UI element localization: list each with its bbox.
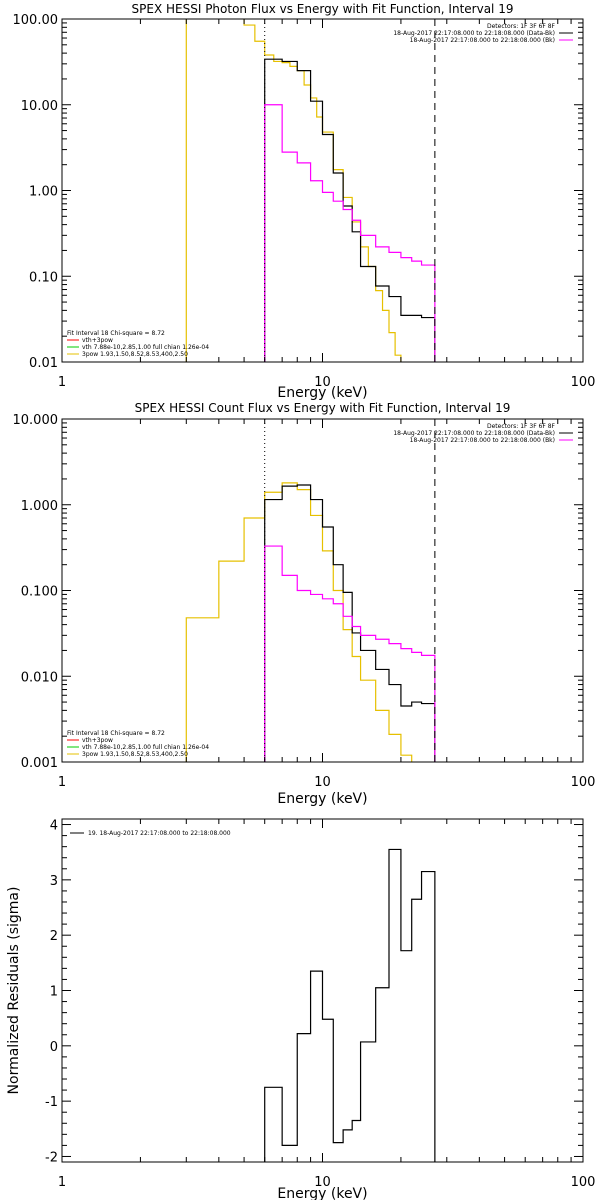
chart-title: SPEX HESSI Count Flux vs Energy with Fit… bbox=[135, 401, 511, 415]
series-group bbox=[264, 848, 436, 1162]
y-axis-label: Normalized Residuals (sigma) bbox=[6, 887, 22, 1095]
y-tick-label: 0.100 bbox=[21, 585, 58, 600]
y-tick-label: 2 bbox=[50, 929, 58, 944]
legend-bottomleft-text: vth 7.88e-10,2.85,1.00 full chian 1.26e-… bbox=[82, 744, 209, 751]
legend-topright-text: 18-Aug-2017 22:17:08.000 to 22:18:08.000… bbox=[393, 430, 555, 437]
series-line-1 bbox=[264, 484, 436, 762]
y-tick-label: 4 bbox=[50, 819, 58, 834]
chart-title: SPEX HESSI Photon Flux vs Energy with Fi… bbox=[132, 2, 514, 16]
x-tick-label: 10 bbox=[314, 1175, 331, 1190]
legend-topright-text: Detectors: 1F 3F 6F 8F bbox=[487, 23, 556, 30]
y-tick-label: 0.001 bbox=[21, 756, 58, 771]
x-tick-label: 10 bbox=[314, 375, 331, 390]
series-line-1 bbox=[264, 58, 436, 362]
y-tick-label: 10.00 bbox=[21, 99, 58, 114]
y-tick-label: 1 bbox=[50, 985, 58, 1000]
y-tick-label: 0 bbox=[50, 1040, 58, 1055]
x-tick-label: 100 bbox=[571, 1175, 596, 1190]
y-tick-label: 1.00 bbox=[29, 185, 58, 200]
y-tick-label: 10.000 bbox=[13, 413, 59, 428]
x-axis-label: Energy (keV) bbox=[277, 791, 367, 807]
x-tick-label: 1 bbox=[58, 775, 66, 790]
legend-topright-text: Detectors: 1F 3F 6F 8F bbox=[487, 423, 556, 430]
legend-bottomleft-text: 3pow 1.93,1.50,8.52,8.53,400,2.50 bbox=[82, 351, 188, 358]
series-line-2 bbox=[264, 545, 436, 762]
x-tick-label: 10 bbox=[314, 775, 331, 790]
y-tick-label: 100.00 bbox=[13, 13, 59, 28]
series-line-0 bbox=[185, 482, 413, 762]
legend-bottomleft-text: vth 7.88e-10,2.85,1.00 full chian 1.26e-… bbox=[82, 344, 209, 351]
photon-flux-panel: SPEX HESSI Photon Flux vs Energy with Fi… bbox=[13, 2, 596, 401]
y-tick-label: -2 bbox=[45, 1150, 58, 1165]
legend-bottomleft-text: vth+3pow bbox=[82, 337, 113, 344]
series-group bbox=[185, 19, 436, 362]
y-tick-label: 0.01 bbox=[29, 356, 58, 371]
y-tick-label: 1.000 bbox=[21, 499, 58, 514]
plot-frame bbox=[61, 418, 584, 763]
legend-topleft-text: 19. 18-Aug-2017 22:17:08.000 to 22:18:08… bbox=[88, 830, 231, 837]
legend-topright-text: 18-Aug-2017 22:17:08.000 to 22:18:08.000… bbox=[410, 437, 555, 444]
series-line-2 bbox=[264, 104, 436, 362]
legend-topright-text: 18-Aug-2017 22:17:08.000 to 22:18:08.000… bbox=[393, 30, 555, 37]
y-tick-label: 0.010 bbox=[21, 670, 58, 685]
y-tick-label: 3 bbox=[50, 874, 58, 889]
legend-bottomleft-text: Fit Interval 18 Chi-square = 8.72 bbox=[67, 330, 165, 337]
legend-bottomleft-text: Fit Interval 18 Chi-square = 8.72 bbox=[67, 730, 165, 737]
x-tick-label: 100 bbox=[571, 375, 596, 390]
x-tick-label: 1 bbox=[58, 375, 66, 390]
count-flux-panel: SPEX HESSI Count Flux vs Energy with Fit… bbox=[13, 401, 596, 807]
series-group bbox=[185, 482, 436, 762]
series-line-0 bbox=[185, 19, 402, 362]
x-tick-label: 1 bbox=[58, 1175, 66, 1190]
legend-bottomleft-text: 3pow 1.93,1.50,8.52,8.53,400,2.50 bbox=[82, 751, 188, 758]
legend-bottomleft-text: vth+3pow bbox=[82, 737, 113, 744]
x-tick-label: 100 bbox=[571, 775, 596, 790]
y-tick-label: 0.10 bbox=[29, 270, 58, 285]
series-line-0 bbox=[264, 848, 436, 1162]
x-axis-label: Energy (keV) bbox=[277, 1186, 367, 1200]
y-tick-label: -1 bbox=[45, 1095, 58, 1110]
legend-topright-text: 18-Aug-2017 22:17:08.000 to 22:18:08.000… bbox=[410, 37, 555, 44]
residuals-panel: 1 10 100 -2 -1 0 1 2 3 4 Energy (keV) Normalized Re… bbox=[6, 818, 596, 1200]
x-axis-label: Energy (keV) bbox=[277, 385, 367, 401]
